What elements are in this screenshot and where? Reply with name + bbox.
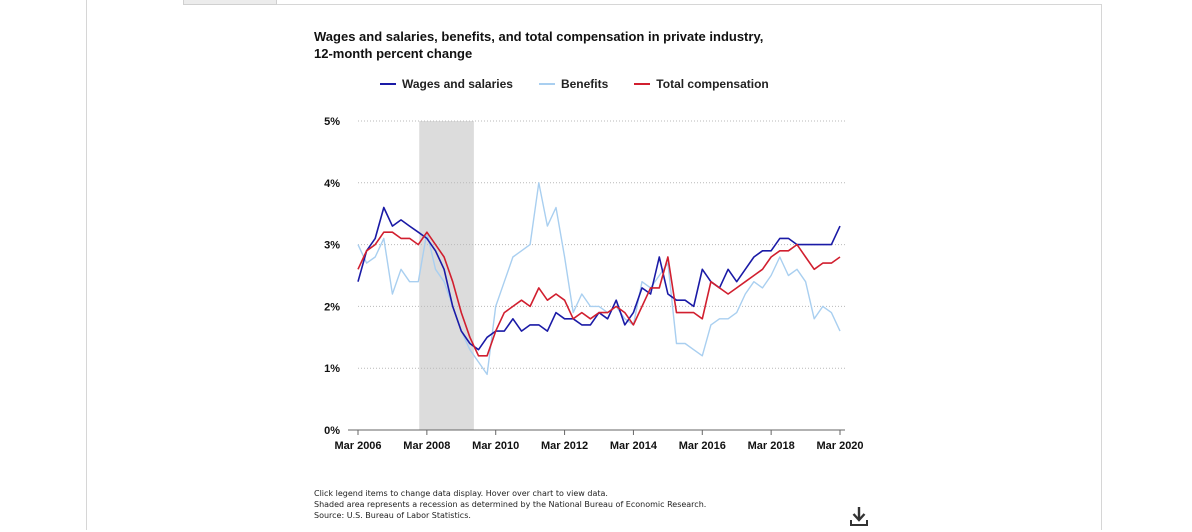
x-tick-label: Mar 2014 bbox=[610, 440, 658, 452]
frame-top-border bbox=[276, 4, 1102, 5]
y-tick-label: 4% bbox=[324, 178, 340, 190]
legend-item-wages[interactable]: Wages and salaries bbox=[380, 76, 513, 92]
series-line-benefits bbox=[357, 182, 841, 376]
x-tick-label: Mar 2020 bbox=[816, 440, 863, 452]
series-line-total-compensation bbox=[357, 231, 841, 357]
x-tick-label: Mar 2006 bbox=[334, 440, 381, 452]
chart-title-line2: 12-month percent change bbox=[314, 46, 473, 61]
chart-legend: Wages and salaries Benefits Total compen… bbox=[380, 76, 769, 92]
download-icon bbox=[850, 507, 868, 526]
frame-right-border bbox=[1101, 4, 1102, 530]
x-tick-label: Mar 2018 bbox=[748, 440, 795, 452]
x-tick-label: Mar 2008 bbox=[403, 440, 450, 452]
legend-label-benefits: Benefits bbox=[560, 77, 609, 91]
recession-shading bbox=[419, 121, 474, 430]
chart-notes: Click legend items to change data displa… bbox=[314, 488, 706, 521]
legend-label-total: Total compensation bbox=[656, 77, 769, 91]
y-tick-label: 2% bbox=[324, 301, 340, 313]
legend-swatch-benefits bbox=[538, 83, 555, 85]
note-source: Source: U.S. Bureau of Labor Statistics. bbox=[314, 511, 471, 520]
legend-item-total[interactable]: Total compensation bbox=[634, 76, 769, 92]
x-tick-label: Mar 2010 bbox=[472, 440, 519, 452]
x-tick-label: Mar 2012 bbox=[541, 440, 588, 452]
tab-stub[interactable] bbox=[183, 0, 277, 5]
y-tick-label: 0% bbox=[324, 425, 340, 437]
chart-title-line1: Wages and salaries, benefits, and total … bbox=[314, 29, 764, 44]
y-tick-label: 5% bbox=[324, 116, 340, 128]
y-tick-label: 3% bbox=[324, 240, 340, 252]
legend-item-benefits[interactable]: Benefits bbox=[538, 76, 609, 92]
download-button[interactable] bbox=[847, 505, 871, 527]
legend-swatch-total bbox=[634, 83, 651, 85]
x-tick-label: Mar 2016 bbox=[679, 440, 726, 452]
legend-swatch-wages bbox=[380, 83, 396, 85]
note-instructions: Click legend items to change data displa… bbox=[314, 489, 608, 498]
chart-title: Wages and salaries, benefits, and total … bbox=[314, 28, 834, 62]
note-recession: Shaded area represents a recession as de… bbox=[314, 500, 707, 509]
legend-label-wages: Wages and salaries bbox=[402, 77, 513, 91]
frame-left-border bbox=[86, 0, 87, 530]
y-tick-label: 1% bbox=[324, 363, 340, 375]
